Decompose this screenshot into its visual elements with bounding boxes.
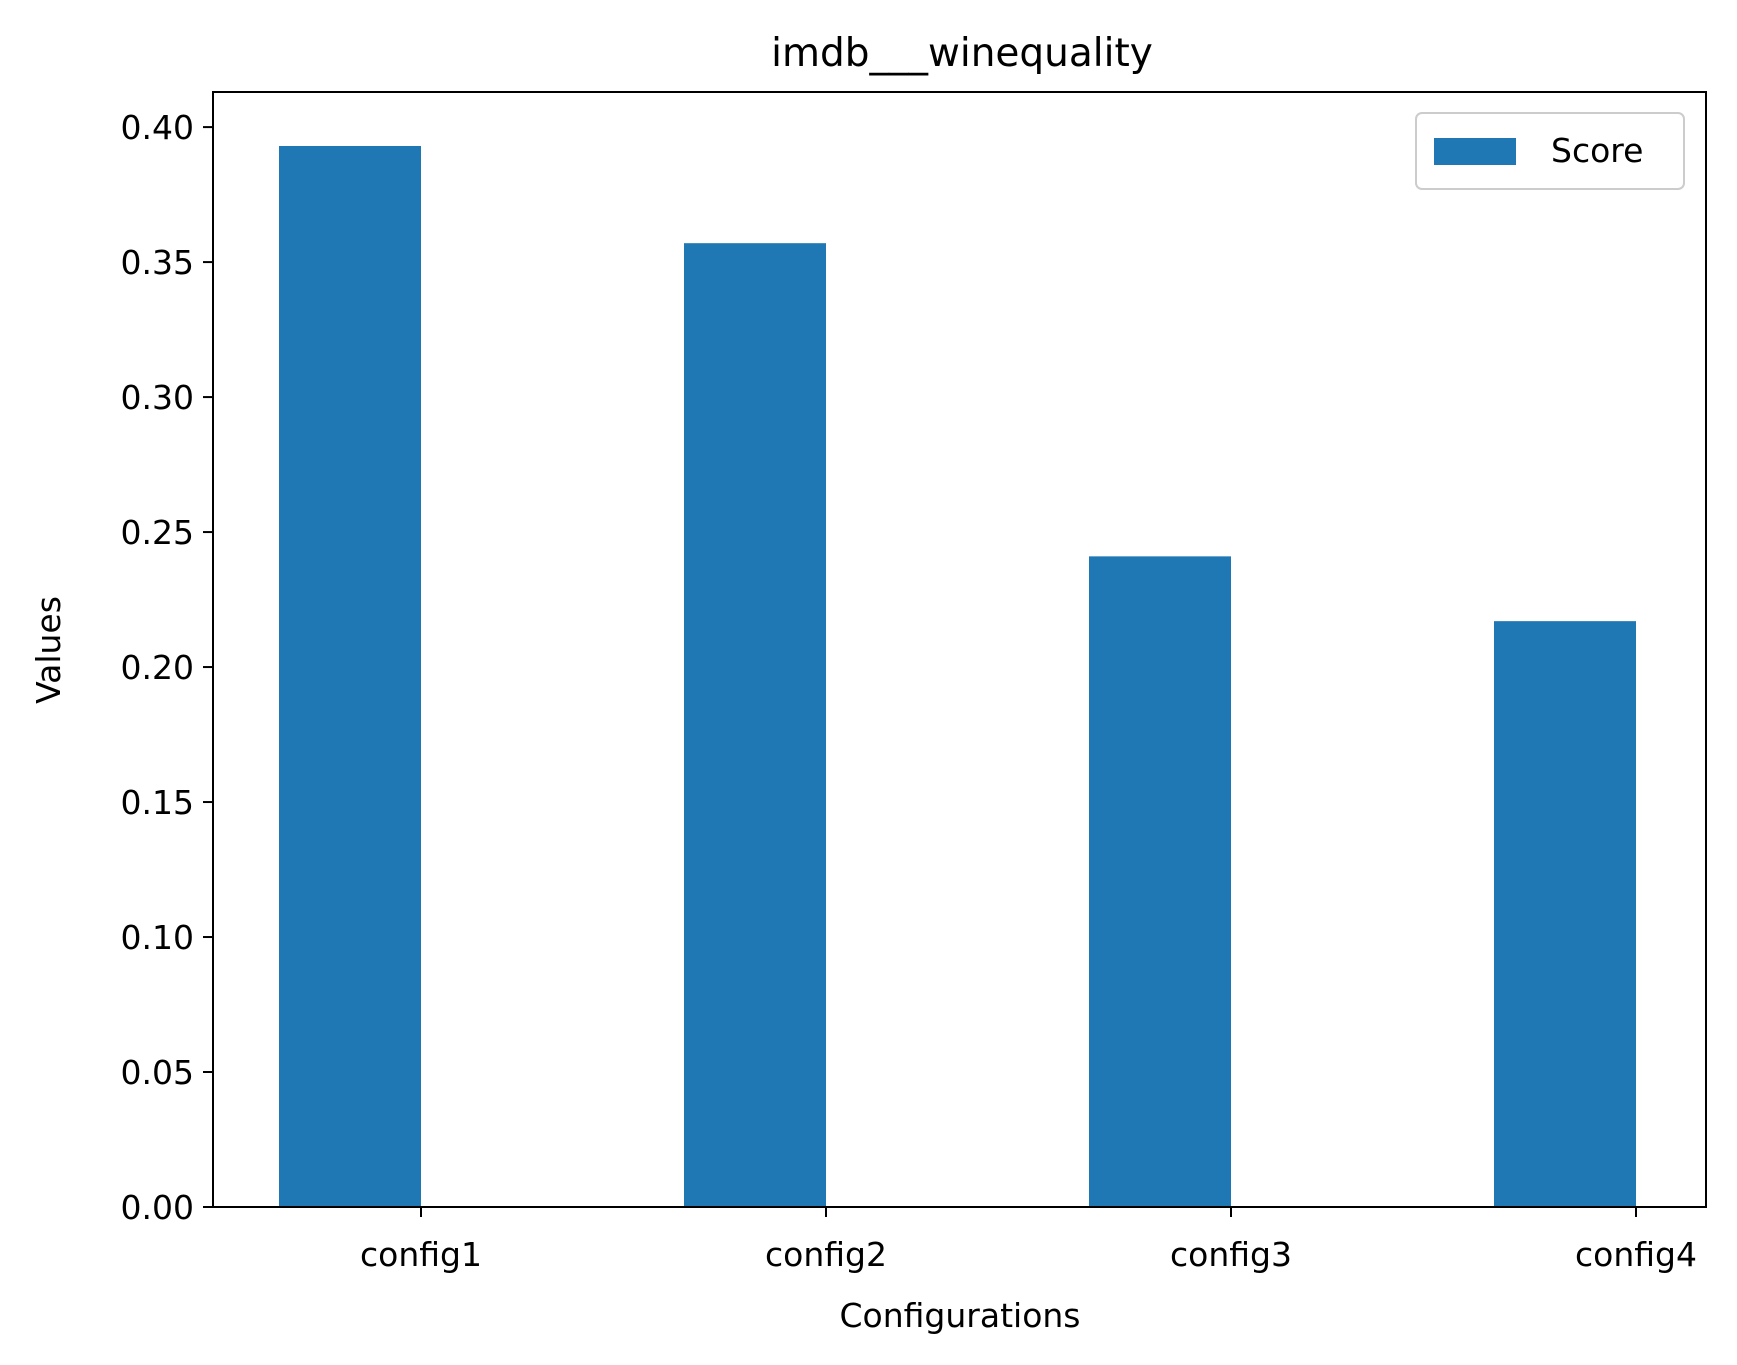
x-tick-label: config1: [360, 1235, 482, 1274]
x-tick-label: config3: [1170, 1235, 1292, 1274]
y-tick-label: 0.00: [121, 1188, 194, 1227]
x-axis-label: Configurations: [840, 1296, 1081, 1335]
y-tick-label: 0.20: [121, 648, 194, 687]
x-tick-label: config2: [765, 1235, 887, 1274]
y-tick-label: 0.10: [121, 918, 194, 957]
y-axis-label: Values: [29, 596, 68, 704]
y-axis-ticks: 0.00 0.05 0.10 0.15 0.20 0.25 0.30 0.35 0.40: [121, 108, 213, 1227]
y-tick-label: 0.25: [121, 513, 194, 552]
x-tick-label: config4: [1575, 1235, 1697, 1274]
chart-title: imdb___winequality: [771, 31, 1153, 76]
bar-config1: [279, 145, 421, 1208]
y-tick-label: 0.40: [121, 108, 194, 147]
y-tick-label: 0.35: [121, 243, 194, 282]
legend-swatch: [1434, 138, 1516, 165]
bars-group: [279, 145, 1636, 1208]
y-tick-label: 0.15: [121, 783, 194, 822]
y-tick-label: 0.30: [121, 378, 194, 417]
x-axis-ticks: config1 config2 config3 config4: [360, 1207, 1697, 1274]
bar-config4: [1494, 621, 1636, 1207]
legend-frame: [1415, 112, 1685, 190]
plot-frame: [212, 91, 1707, 1208]
bar-config2: [684, 243, 826, 1207]
legend: Score: [1415, 112, 1685, 190]
legend-label: Score: [1551, 131, 1643, 170]
bar-config3: [1089, 556, 1231, 1207]
y-tick-label: 0.05: [121, 1053, 194, 1092]
